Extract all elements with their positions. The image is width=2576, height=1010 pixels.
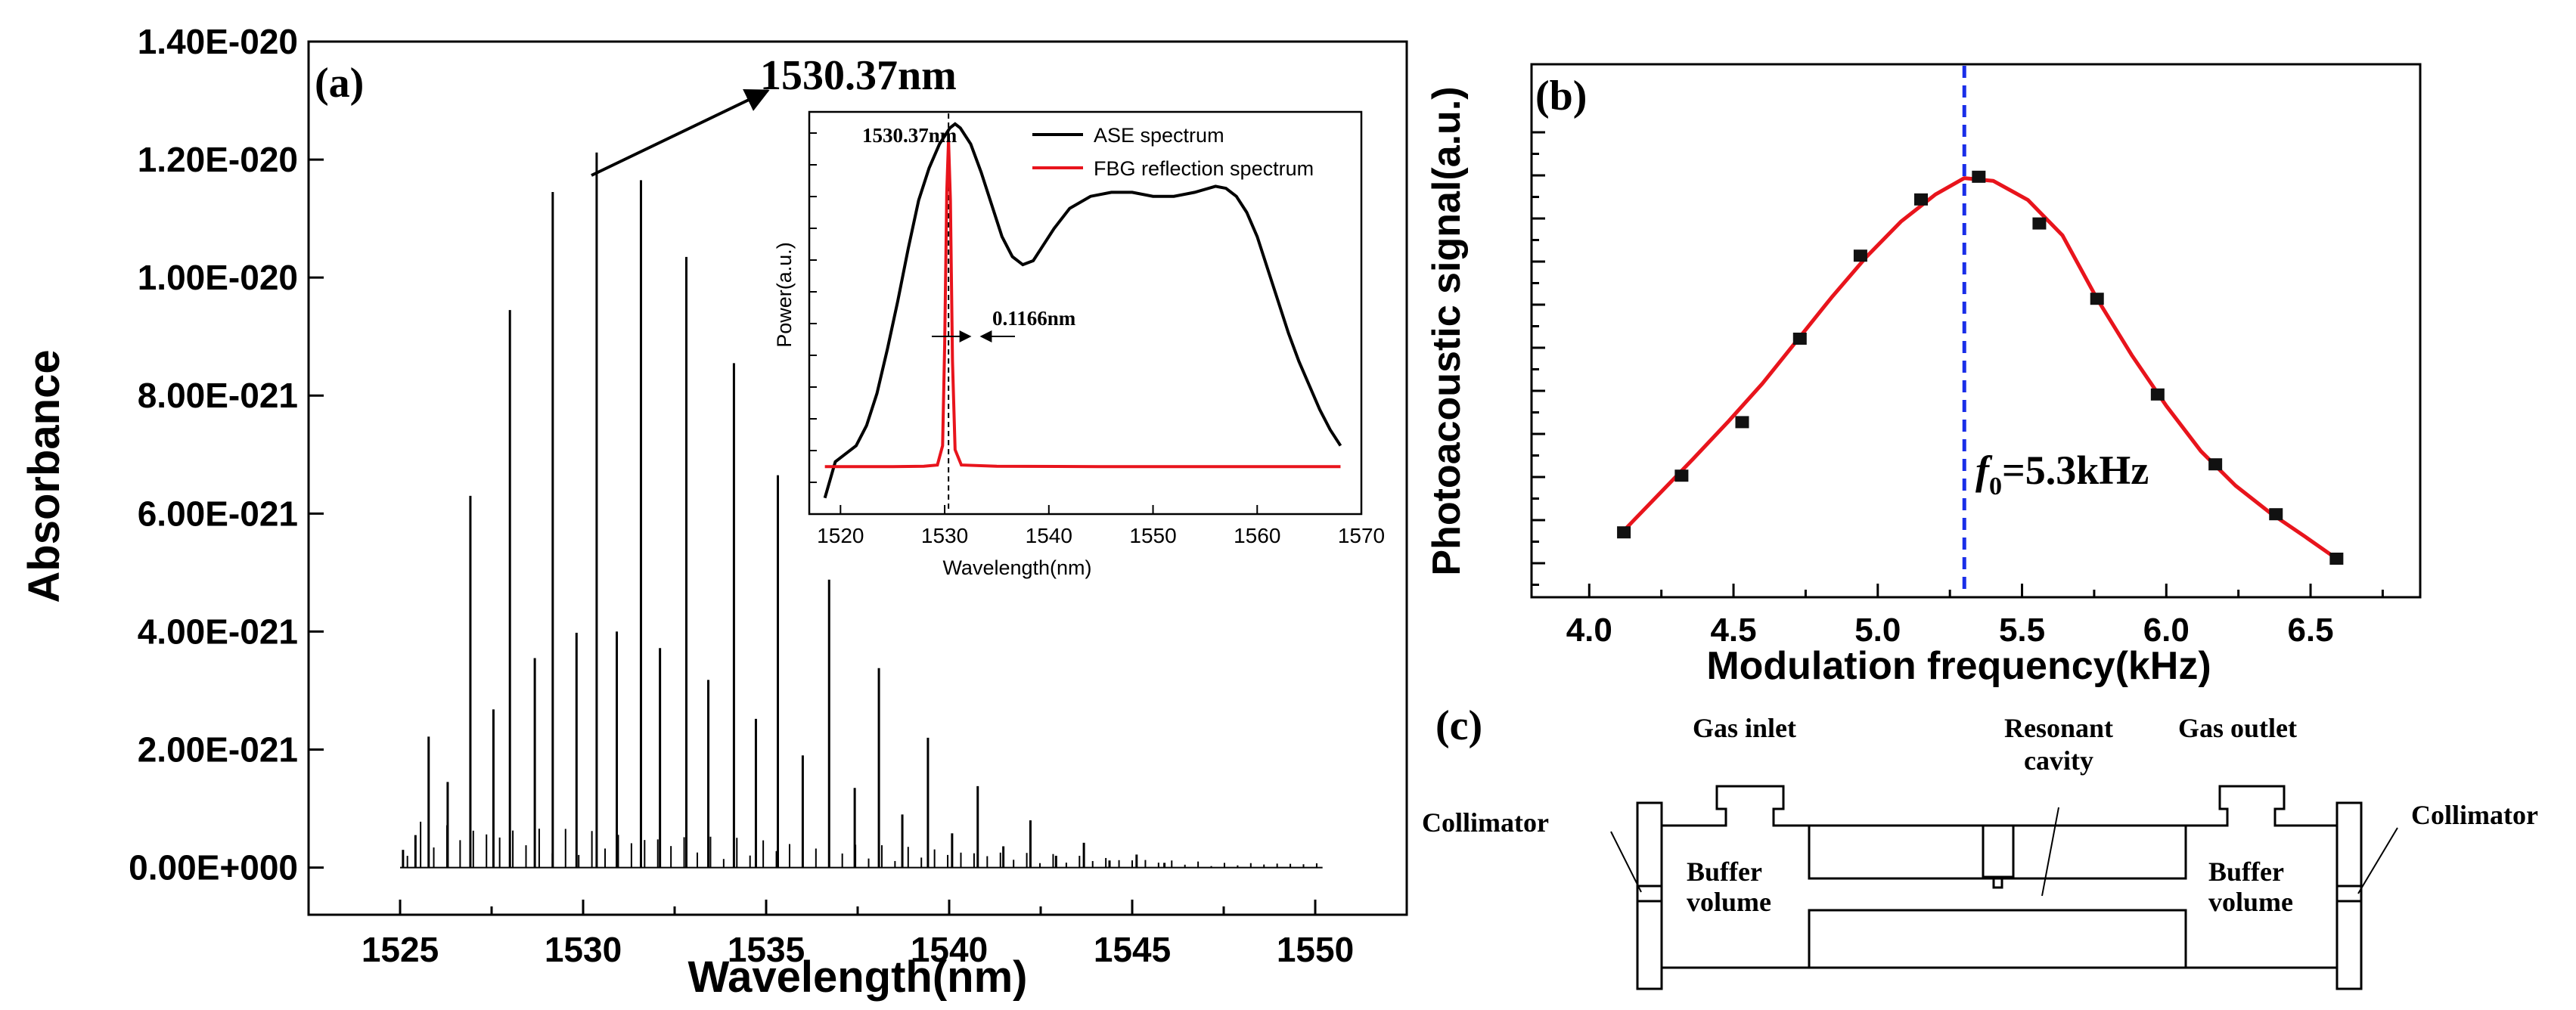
a-y-tick-label: 8.00E-021: [138, 376, 298, 415]
legend-fbg-label: FBG reflection spectrum: [1094, 157, 1314, 180]
b-data-point: [1674, 469, 1689, 482]
panel-b-x-tick-labels: 4.0 4.5 5.0 5.5 6.0 6.5: [1566, 612, 2334, 649]
b-data-point: [1914, 193, 1929, 206]
a-x-tick-label: 1545: [1094, 930, 1171, 969]
panel-a-y-axis-label: Absorbance: [20, 349, 69, 603]
a-x-tick-label: 1540: [911, 930, 988, 969]
b-x-tick-label: 4.5: [1710, 612, 1756, 649]
collimator-right-leader: [2357, 827, 2398, 894]
collimator-left-leader: [1610, 831, 1642, 893]
right-flange: [2335, 801, 2363, 990]
panel-b-frame: [1530, 63, 2422, 599]
a-x-tick-label: 1525: [362, 930, 439, 969]
buffer-right-label-1: Buffer: [2208, 857, 2284, 887]
a-y-tick-label: 1.00E-020: [138, 258, 298, 297]
b-data-point: [2032, 217, 2047, 230]
panel-a-ticks: [309, 40, 1317, 915]
panel-a-absorption-lines: [400, 152, 1323, 869]
panel-b-label: (b): [1535, 73, 1587, 119]
panel-c-cell-diagram: [1610, 785, 2398, 990]
panel-b-frequency-response-chart: 4.0 4.5 5.0 5.5 6.0 6.5 (b) f0=5.3kHz Photoac…: [1425, 63, 2422, 688]
microphone-port: [1992, 877, 2003, 889]
resonant-cavity-label-1: Resonant: [2004, 713, 2113, 743]
panel-a-y-tick-labels: 0.00E+000 2.00E-021 4.00E-021 6.00E-021 8.00…: [129, 22, 298, 888]
inset-x-tick-label: 1530: [921, 524, 968, 547]
b-data-point: [2090, 293, 2104, 305]
panel-a-annotation-arrow: [591, 89, 770, 177]
gas-outlet-label: Gas outlet: [2178, 713, 2297, 743]
inset-x-tick-label: 1540: [1026, 524, 1072, 547]
b-data-point: [2269, 508, 2283, 521]
cavity-upper-tube: [1808, 824, 2187, 880]
b-x-tick-label: 6.0: [2143, 612, 2190, 649]
b-data-point: [2150, 388, 2165, 401]
inset-ticks: [809, 132, 1362, 515]
panel-a-x-tick-labels: 1525 1530 1535 1540 1545 1550: [362, 930, 1354, 969]
b-data-point: [1853, 249, 1867, 262]
b-x-tick-label: 6.5: [2287, 612, 2333, 649]
b-data-point: [2208, 458, 2223, 471]
inset-x-tick-labels: 1520 1530 1540 1550 1560 1570: [817, 524, 1385, 547]
inset-x-axis-label: Wavelength(nm): [942, 556, 1091, 579]
a-y-tick-label: 1.20E-020: [138, 140, 298, 179]
b-x-tick-label: 4.0: [1566, 612, 1612, 649]
cell-body-outline: [1662, 785, 2337, 827]
b-data-point: [1792, 333, 1807, 345]
inset-x-tick-label: 1550: [1129, 524, 1176, 547]
inset-legend: ASE spectrum FBG reflection spectrum: [1032, 124, 1314, 180]
a-y-tick-label: 6.00E-021: [138, 494, 298, 533]
right-window: [2335, 885, 2363, 903]
inset-x-tick-label: 1520: [817, 524, 864, 547]
panel-c-label: (c): [1435, 702, 1482, 749]
b-x-tick-label: 5.0: [1854, 612, 1901, 649]
panel-a-absorption-chart: 0.00E+000 2.00E-021 4.00E-021 6.00E-021 8.00…: [20, 22, 1408, 1002]
b-data-point: [1617, 526, 1631, 539]
panel-b-data-points: [1617, 170, 2344, 565]
buffer-right-label-2: volume: [2208, 887, 2293, 917]
panel-c-labels: (c) Gas inlet Gas outlet Resonant cavity…: [1422, 702, 2538, 917]
panel-b-f0-annotation: f0=5.3kHz: [1975, 448, 2149, 500]
a-y-tick-label: 0.00E+000: [129, 848, 298, 888]
a-x-tick-label: 1530: [545, 930, 622, 969]
inset-peak-label: 1530.37nm: [862, 124, 957, 147]
b-data-point: [1972, 170, 1986, 183]
resonant-cavity-label-2: cavity: [2024, 745, 2093, 776]
inset-x-tick-label: 1570: [1338, 524, 1385, 547]
buffer-left-label-2: volume: [1687, 887, 1771, 917]
left-window: [1636, 885, 1663, 903]
a-x-tick-label: 1550: [1277, 930, 1354, 969]
inset-x-tick-label: 1560: [1234, 524, 1280, 547]
collimator-left-label: Collimator: [1422, 807, 1549, 838]
panel-b-x-axis-label: Modulation frequency(kHz): [1706, 644, 2211, 688]
b-x-tick-label: 5.5: [1999, 612, 2045, 649]
resonant-cavity-leader: [2041, 807, 2059, 897]
panel-b-fit-curve: [1622, 176, 2338, 561]
cavity-lower-tube: [1808, 909, 2187, 969]
left-flange: [1636, 801, 1663, 990]
gas-inlet-label: Gas inlet: [1693, 713, 1796, 743]
legend-ase-label: ASE spectrum: [1094, 124, 1224, 147]
panel-a-label: (a): [315, 60, 364, 107]
inset-ase-spectrum-line: [823, 122, 1342, 499]
a-x-tick-label: 1535: [728, 930, 805, 969]
collimator-right-label: Collimator: [2411, 800, 2538, 830]
panel-a-x-axis-label: Wavelength(nm): [688, 953, 1028, 1002]
a-y-tick-label: 2.00E-021: [138, 730, 298, 769]
inset-fbg-spectrum-line: [824, 140, 1341, 469]
inset-y-axis-label: Power(a.u.): [773, 242, 796, 348]
b-data-point: [2329, 553, 2344, 565]
panel-a-peak-annotation: 1530.37nm: [760, 52, 957, 99]
buffer-left-label-1: Buffer: [1687, 857, 1762, 887]
inset-bandwidth-label: 0.1166nm: [992, 307, 1076, 330]
inset-frame: [808, 110, 1363, 516]
panel-a-inset-chart: 1520 1530 1540 1550 1560 1570 1530.37nm 0.116…: [773, 110, 1385, 579]
panel-b-y-axis-label: Photoacoustic signal(a.u.): [1425, 86, 1469, 575]
a-y-tick-label: 1.40E-020: [138, 22, 298, 61]
b-data-point: [1735, 416, 1749, 429]
panel-b-ticks: [1532, 131, 2384, 597]
a-y-tick-label: 4.00E-021: [138, 612, 298, 651]
microphone: [1982, 824, 2015, 878]
